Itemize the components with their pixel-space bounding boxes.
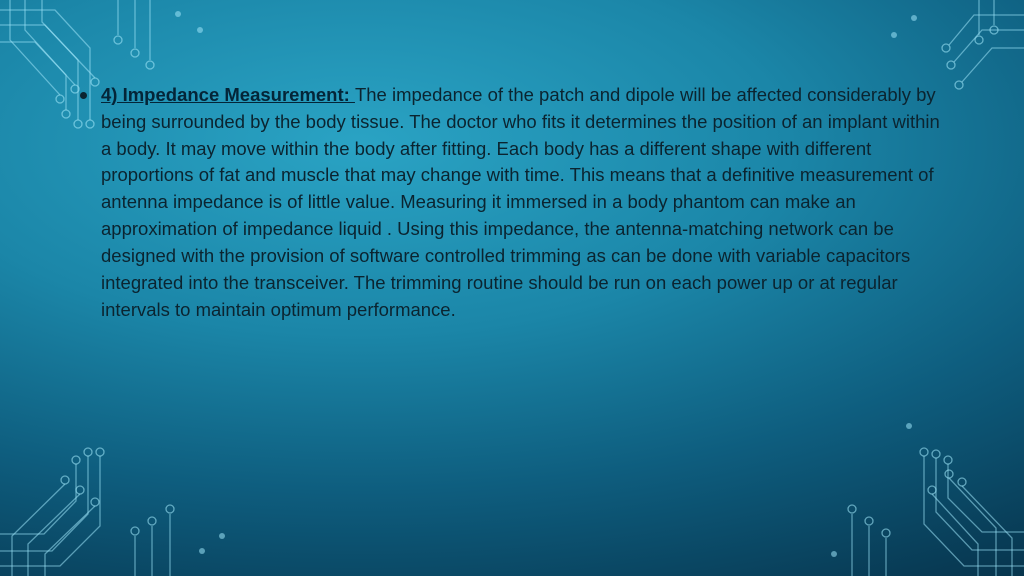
slide-content: 4) Impedance Measurement: The impedance … [80,82,950,323]
section-heading: 4) Impedance Measurement: [101,84,355,105]
paragraph: 4) Impedance Measurement: The impedance … [101,82,950,323]
bullet-item: 4) Impedance Measurement: The impedance … [80,82,950,323]
circuit-decoration-bottom-left [0,386,240,576]
body-text: The impedance of the patch and dipole wi… [101,84,940,320]
bullet-marker [80,92,87,99]
circuit-decoration-bottom-right [814,366,1024,576]
